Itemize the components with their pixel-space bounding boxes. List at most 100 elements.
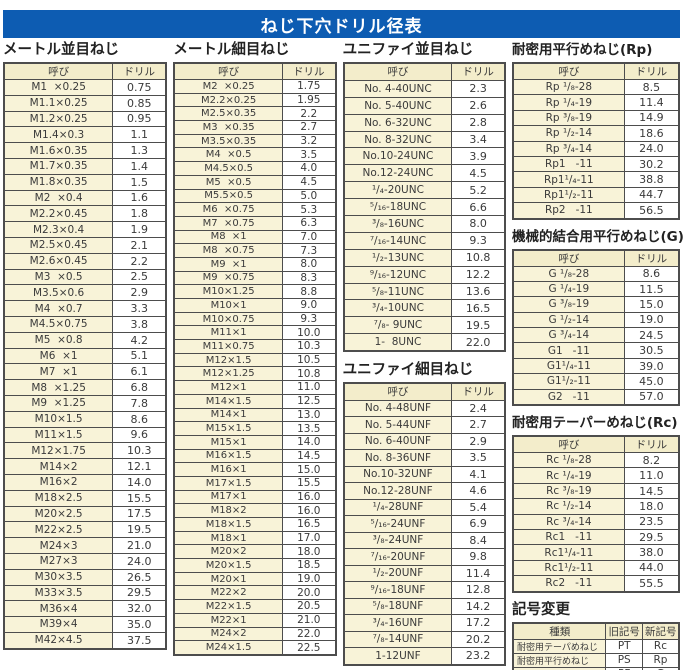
thread-size-cell: M5.5×0.5 — [173, 188, 283, 204]
table-row: M24×3 21.0 — [3, 537, 167, 554]
drill-diameter-cell: 21.0 — [281, 612, 337, 628]
drill-diameter-cell: 14.0 — [112, 473, 167, 491]
thread-size-cell: M24×3 — [3, 537, 114, 554]
thread-size-cell: M4 ×0.7 — [3, 300, 114, 317]
table-row: M14×2 12.1 — [3, 458, 167, 475]
drill-diameter-cell: 1.6 — [112, 189, 167, 207]
table-row: G1¹/₄-11 39.0 — [512, 357, 680, 375]
drill-diameter-cell: 3.2 — [281, 133, 337, 149]
table-row: ¹/₄-28UNF 5.4 — [343, 498, 506, 517]
table-row: M18×1.5 16.5 — [173, 517, 337, 532]
drill-diameter-cell: 29.5 — [623, 528, 680, 546]
thread-size-cell: M10×0.75 — [173, 311, 283, 327]
table-row: Rc ¹/₂-14 18.0 — [512, 498, 680, 515]
drill-diameter-cell: 6.1 — [112, 363, 167, 381]
table-row: 耐密用テーパめねじ PT Rc — [512, 638, 680, 654]
table-header-row: 呼び ドリル — [512, 435, 680, 454]
table-row: G2 -11 57.0 — [512, 388, 680, 406]
thread-size-cell: Rc ³/₄-14 — [512, 513, 625, 530]
table-row: M2.5×0.35 2.2 — [173, 106, 337, 122]
table-row: M6 ×1 5.1 — [3, 347, 167, 365]
drill-diameter-cell: 18.5 — [281, 558, 337, 573]
table-row: ⁵/₁₆-18UNC 6.6 — [343, 198, 506, 217]
column-header-drill: ドリル — [112, 62, 167, 80]
thread-size-cell: M17×1 — [173, 489, 283, 505]
table-row: M12×1.75 10.3 — [3, 442, 167, 460]
thread-size-cell: M2.5×0.45 — [3, 236, 114, 254]
thread-size-cell: M1.8×0.35 — [3, 173, 114, 191]
thread-size-cell: M17×1.5 — [173, 475, 283, 491]
thread-size-cell: M16×2 — [3, 473, 114, 491]
drill-diameter-cell: 14.0 — [281, 434, 337, 450]
thread-size-cell: Rc ¹/₄-19 — [512, 467, 625, 484]
drill-diameter-cell: 30.5 — [623, 342, 680, 359]
drill-diameter-cell: 1.5 — [112, 173, 167, 191]
table-row: M39×4 35.0 — [3, 616, 167, 633]
table-row: No. 6-32UNC 2.8 — [343, 113, 506, 132]
thread-size-cell: G1¹/₂-11 — [512, 373, 625, 390]
drill-diameter-cell: 0.95 — [112, 110, 167, 128]
drill-diameter-cell: 7.3 — [281, 243, 337, 258]
table-row: M12×1 11.0 — [173, 380, 337, 395]
thread-size-cell: M2.5×0.35 — [173, 106, 283, 122]
table-row: M7 ×0.75 6.3 — [173, 215, 337, 231]
thread-size-cell: M12×1.5 — [173, 352, 283, 368]
thread-size-cell: No. 8-32UNC — [343, 130, 453, 149]
drill-diameter-cell: 9.8 — [451, 548, 506, 566]
table-row: G1 -11 30.5 — [512, 342, 680, 359]
table-row: ¹/₂-20UNF 11.4 — [343, 564, 506, 583]
table-row: 1- 8UNC 22.0 — [343, 333, 506, 352]
drill-diameter-cell: 32.0 — [112, 600, 167, 618]
table-metric-fine: 呼び ドリル M2 ×0.25 1.75 M2.2×0.25 1.95 M2.5… — [173, 62, 337, 656]
thread-size-cell: Rc1¹/₄-11 — [512, 544, 625, 561]
thread-size-cell: G2 -11 — [512, 388, 625, 406]
thread-size-cell: M22×2 — [173, 585, 283, 601]
table-row: M17×1 16.0 — [173, 489, 337, 505]
table-row: M24×2 22.0 — [173, 626, 337, 642]
drill-diameter-cell: 2.4 — [451, 399, 506, 418]
table-row: ³/₈-24UNF 8.4 — [343, 531, 506, 550]
table-rp: 呼び ドリル Rp ¹/₈-28 8.5 Rp ¹/₄-19 11.4 Rp ³… — [511, 62, 680, 220]
thread-size-cell: M18×1.5 — [173, 517, 283, 532]
drill-diameter-cell: 1.8 — [112, 205, 167, 223]
table-row: M4 ×0.5 3.5 — [173, 147, 337, 163]
table-row: M5.5×0.5 5.0 — [173, 188, 337, 204]
thread-size-cell: G ³/₈-19 — [512, 296, 625, 313]
drill-diameter-cell: 5.0 — [281, 188, 337, 204]
table-row: No. 4-40UNC 2.3 — [343, 79, 506, 98]
drill-diameter-cell: 3.4 — [451, 130, 506, 149]
thread-size-cell: M11×1 — [173, 325, 283, 341]
table-row: M10×1.25 8.8 — [173, 284, 337, 299]
drill-diameter-cell: 4.0 — [281, 161, 337, 176]
thread-size-cell: M1 ×0.25 — [3, 79, 114, 96]
drill-diameter-cell: 8.8 — [281, 284, 337, 299]
table-row: ³/₄-16UNF 17.2 — [343, 614, 506, 632]
table-row: M24×1.5 22.5 — [173, 640, 337, 656]
drill-diameter-cell: 6.9 — [451, 515, 506, 533]
thread-size-cell: ⁵/₈-18UNF — [343, 597, 453, 616]
table-row: M8 ×1 7.0 — [173, 229, 337, 245]
column-metric-fine: メートル細目ねじ 呼び ドリル M2 ×0.25 1.75 M2.2×0.25 … — [173, 41, 337, 670]
thread-size-cell: ⁵/₁₆-24UNF — [343, 515, 453, 533]
thread-size-cell: M3.5×0.35 — [173, 133, 283, 149]
thread-size-cell: M3 ×0.5 — [3, 268, 114, 286]
thread-size-cell: M22×1 — [173, 612, 283, 628]
table-row: M14×1 13.0 — [173, 407, 337, 423]
table-header-row: 呼び ドリル — [173, 62, 337, 80]
thread-size-cell: M4.5×0.75 — [3, 315, 114, 333]
thread-size-cell: Rp ¹/₂-14 — [512, 125, 625, 142]
section-title-metric-fine: メートル細目ねじ — [173, 42, 290, 58]
thread-size-cell: M11×0.75 — [173, 339, 283, 354]
table-row: ⁵/₈-18UNF 14.2 — [343, 597, 506, 616]
thread-size-cell: M2.6×0.45 — [3, 252, 114, 270]
table-row: M9 ×1 8.0 — [173, 256, 337, 272]
drill-diameter-cell: 10.3 — [281, 339, 337, 354]
thread-size-cell: M5 ×0.8 — [3, 331, 114, 349]
table-row: M2.5×0.45 2.1 — [3, 236, 167, 254]
drill-diameter-cell: 8.5 — [623, 78, 680, 96]
table-row: No. 6-40UNF 2.9 — [343, 432, 506, 451]
section-title-metric-coarse: メートル並目ねじ — [3, 42, 119, 58]
thread-size-cell: M42×4.5 — [3, 631, 114, 650]
drill-diameter-cell: 19.5 — [451, 316, 506, 335]
drill-diameter-cell: 3.5 — [281, 147, 337, 163]
